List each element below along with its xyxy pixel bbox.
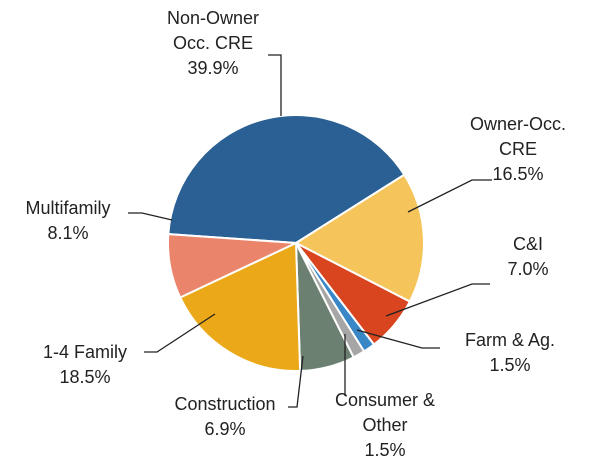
category-label: Non-Owner Occ. CRE [166,8,260,53]
slice-label: Farm & Ag. 1.5% [455,328,565,378]
leader-line [356,329,440,349]
slice-label: Construction 6.9% [160,392,290,442]
category-label: Farm & Ag. [464,330,556,350]
value-label: 18.5% [59,367,111,387]
category-label: Multifamily [25,198,111,218]
slice-label: C&I 7.0% [473,232,583,282]
category-label: Owner-Occ. CRE [469,114,566,159]
slice-label: Consumer & Other 1.5% [330,388,440,463]
slice-label: Non-Owner Occ. CRE 39.9% [158,6,268,81]
leader-line [407,179,492,213]
value-label: 39.9% [187,58,239,78]
leader-line [385,283,490,317]
category-label: 1-4 Family [42,342,127,362]
pie-slice [167,233,300,299]
slice-label: Owner-Occ. CRE 16.5% [463,112,573,187]
leader-line [128,212,173,221]
pie-slice [293,173,425,303]
pie-slice [178,241,302,372]
value-label: 6.9% [204,419,246,439]
value-label: 1.5% [364,440,406,460]
slice-label: 1-4 Family 18.5% [25,340,145,390]
value-label: 7.0% [507,259,549,279]
value-label: 16.5% [492,164,544,184]
leader-lines [128,54,492,408]
category-label: C&I [512,234,543,254]
category-label: Construction [174,394,276,414]
value-label: 8.1% [47,223,89,243]
category-label: Consumer & Other [334,390,436,435]
value-label: 1.5% [489,355,531,375]
leader-line [268,54,282,116]
leader-line [144,313,216,353]
leader-line [288,355,304,408]
slice-label: Multifamily 8.1% [8,196,128,246]
